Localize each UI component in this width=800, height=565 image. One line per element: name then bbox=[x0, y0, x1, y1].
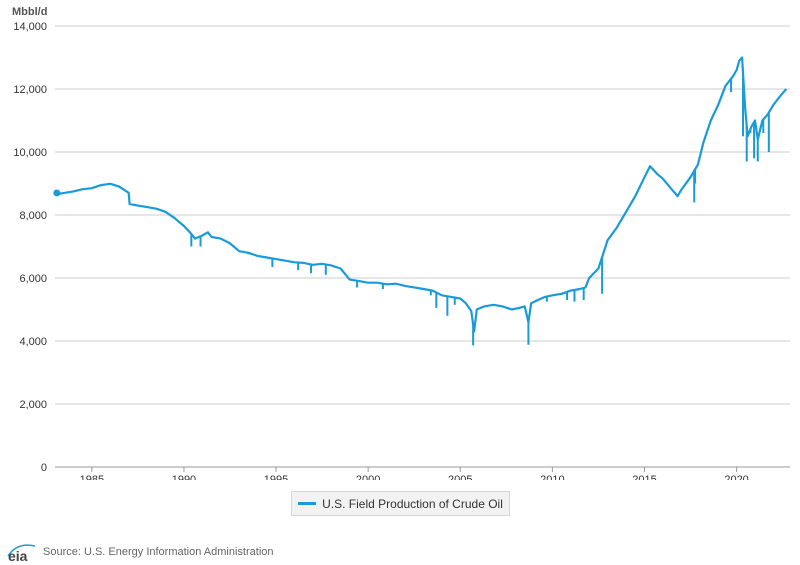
y-tick-label: 2,000 bbox=[19, 399, 47, 411]
x-tick-label: 2015 bbox=[632, 474, 656, 480]
source-text: Source: U.S. Energy Information Administ… bbox=[43, 546, 274, 558]
y-axis-ticks: 0 2,000 4,000 6,000 8,000 10,000 12,000 14,000 bbox=[13, 21, 47, 474]
x-tick-label: 2010 bbox=[540, 474, 564, 480]
legend-label: U.S. Field Production of Crude Oil bbox=[322, 496, 503, 511]
legend-swatch bbox=[298, 502, 317, 505]
y-tick-label: 14,000 bbox=[13, 21, 47, 33]
eia-logo-icon: eia bbox=[7, 544, 36, 563]
source-footer: eia Source: U.S. Energy Information Admi… bbox=[5, 541, 274, 563]
chart: Mbbl/d 0 2,000 4,000 6,000 8,000 10,000 12,000… bbox=[12, 6, 790, 480]
x-tick-label: 1990 bbox=[172, 474, 196, 480]
x-tick-label: 2005 bbox=[448, 474, 472, 480]
x-tick-label: 2000 bbox=[356, 474, 380, 480]
y-tick-label: 8,000 bbox=[19, 210, 47, 222]
y-tick-label: 10,000 bbox=[13, 147, 47, 159]
x-tick-label: 2020 bbox=[724, 474, 748, 480]
series-start-marker[interactable] bbox=[53, 189, 61, 197]
y-tick-label: 12,000 bbox=[13, 84, 47, 96]
svg-text:eia: eia bbox=[8, 548, 28, 563]
series-line-us-crude-production[interactable] bbox=[54, 56, 788, 333]
x-tick-label: 1995 bbox=[264, 474, 288, 480]
gridlines bbox=[55, 25, 790, 468]
y-tick-label: 6,000 bbox=[19, 273, 47, 285]
x-tick-label: 1985 bbox=[80, 474, 104, 480]
y-tick-label: 0 bbox=[41, 462, 47, 474]
y-axis-unit-label: Mbbl/d bbox=[12, 6, 47, 18]
y-tick-label: 4,000 bbox=[19, 336, 47, 348]
x-axis-ticks: 1985 1990 1995 2000 2005 2010 2015 2020 bbox=[80, 467, 749, 480]
legend[interactable]: U.S. Field Production of Crude Oil bbox=[291, 491, 510, 516]
series-layer bbox=[53, 56, 788, 346]
